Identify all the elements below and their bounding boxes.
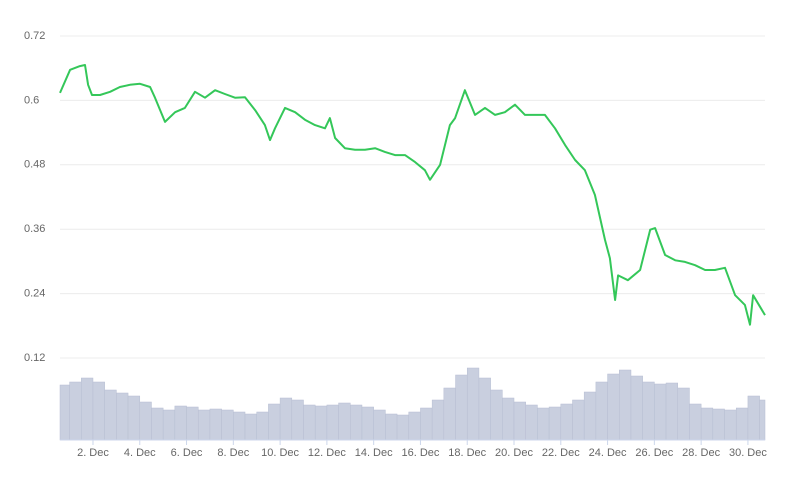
volume-bar	[314, 405, 328, 441]
volume-bar	[478, 377, 491, 441]
volume-bar	[256, 411, 269, 441]
volume-bar	[209, 408, 222, 441]
volume-bar	[291, 399, 304, 441]
volume-bar	[116, 392, 129, 441]
volume-bar	[572, 399, 585, 441]
y-tick-label: 0.12	[24, 352, 45, 364]
volume-bar	[455, 374, 468, 441]
y-tick-label: 0.6	[24, 94, 39, 106]
x-tick-label: 30. Dec	[729, 447, 767, 459]
volume-bar	[537, 407, 550, 441]
volume-bar	[373, 409, 386, 441]
x-tick-label: 28. Dec	[682, 447, 720, 459]
volume-bar	[104, 389, 117, 441]
volume-bar	[338, 402, 351, 441]
volume-bar	[244, 413, 257, 441]
volume-bar	[700, 407, 714, 441]
volume-bar	[502, 397, 515, 441]
volume-bar	[724, 409, 737, 441]
x-tick-label: 26. Dec	[635, 447, 673, 459]
volume-bar	[151, 407, 164, 441]
volume-bar	[69, 381, 82, 441]
volume-bar	[747, 395, 760, 441]
volume-bar	[759, 399, 766, 441]
volume-bar	[221, 409, 234, 441]
x-tick-label: 20. Dec	[495, 447, 533, 459]
volume-bar	[162, 409, 176, 441]
volume-bar	[735, 407, 749, 441]
volume-bar	[139, 401, 152, 441]
x-tick-label: 22. Dec	[542, 447, 580, 459]
x-tick-label: 16. Dec	[401, 447, 439, 459]
x-tick-label: 12. Dec	[308, 447, 346, 459]
volume-bar	[525, 404, 538, 441]
volume-bar	[92, 381, 105, 441]
volume-bar	[127, 395, 141, 441]
volume-bar	[186, 406, 199, 441]
volume-bar	[197, 409, 211, 441]
volume-bar	[466, 367, 480, 441]
x-tick-label: 24. Dec	[589, 447, 627, 459]
y-tick-label: 0.48	[24, 159, 45, 171]
volume-bar	[268, 403, 281, 441]
volume-bar	[595, 381, 608, 441]
volume-bar	[350, 404, 363, 441]
volume-bar	[431, 399, 445, 441]
volume-bar	[303, 404, 316, 441]
volume-bar	[385, 413, 398, 441]
volume-bar	[619, 369, 632, 441]
volume-bar	[548, 406, 562, 441]
volume-bar	[513, 401, 526, 441]
volume-bar	[361, 406, 374, 441]
volume-bar	[583, 391, 597, 441]
volume-bar	[677, 387, 690, 441]
volume-bar	[630, 375, 643, 441]
x-tick-label: 6. Dec	[171, 447, 203, 459]
x-tick-label: 14. Dec	[355, 447, 393, 459]
volume-bar	[81, 377, 94, 441]
volume-bar	[712, 408, 725, 441]
volume-bar	[490, 389, 503, 441]
volume-bar	[174, 405, 187, 441]
volume-bar	[689, 403, 702, 441]
volume-bar	[420, 407, 433, 441]
volume-bar	[443, 387, 456, 441]
x-tick-label: 4. Dec	[124, 447, 156, 459]
volume-bar	[408, 411, 421, 441]
volume-bar	[233, 411, 246, 441]
x-tick-label: 8. Dec	[217, 447, 249, 459]
volume-bar	[607, 373, 620, 441]
volume-bar	[59, 384, 70, 441]
volume-bar	[665, 382, 679, 441]
y-tick-label: 0.24	[24, 288, 45, 300]
volume-bar	[326, 404, 339, 441]
volume-bar	[654, 383, 667, 441]
volume-bar	[642, 381, 655, 441]
volume-bar	[279, 397, 293, 441]
volume-bar	[396, 414, 410, 441]
x-tick-label: 2. Dec	[77, 447, 109, 459]
x-tick-label: 18. Dec	[448, 447, 486, 459]
price-line	[59, 64, 766, 326]
x-tick-label: 10. Dec	[261, 447, 299, 459]
volume-bar	[560, 403, 573, 441]
y-tick-label: 0.72	[24, 30, 45, 42]
y-tick-label: 0.36	[24, 223, 45, 235]
